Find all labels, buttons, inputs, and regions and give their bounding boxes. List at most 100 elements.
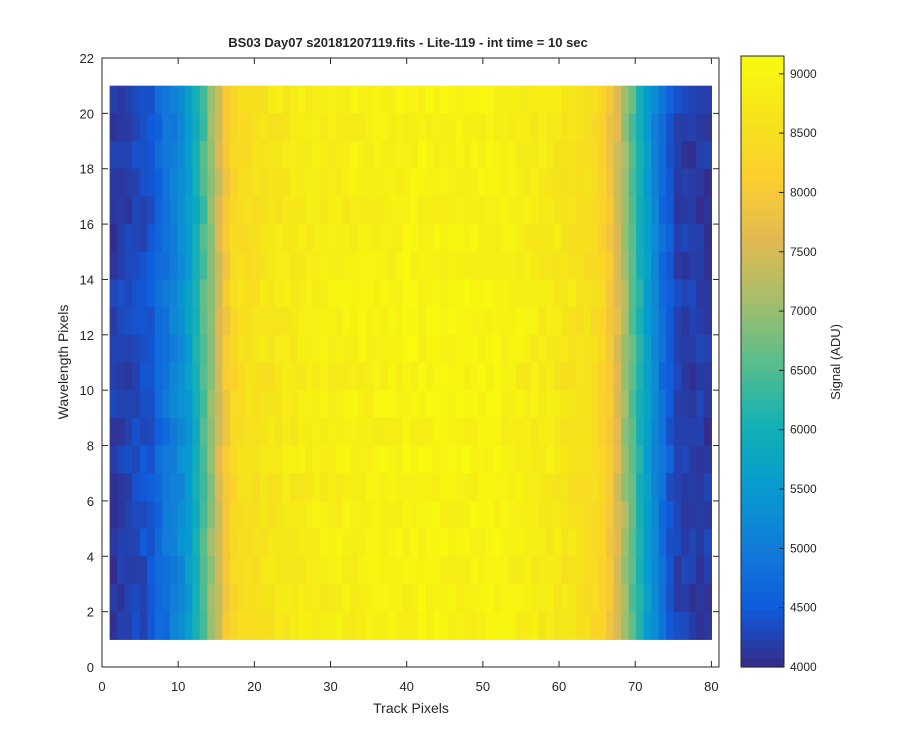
- heatmap-cell: [448, 362, 457, 391]
- colorbar-band: [741, 256, 784, 267]
- heatmap-cell: [666, 445, 675, 474]
- heatmap-cell: [433, 500, 442, 530]
- heatmap-cell: [493, 251, 502, 281]
- heatmap-cell: [493, 334, 502, 364]
- heatmap-cell: [643, 141, 652, 170]
- heatmap-cell: [448, 611, 457, 640]
- heatmap-cell: [267, 168, 276, 198]
- heatmap-cell: [237, 556, 246, 585]
- heatmap-cell: [651, 196, 660, 225]
- heatmap-cell: [455, 141, 464, 170]
- heatmap-cell: [500, 390, 509, 419]
- heatmap-cell: [523, 224, 532, 253]
- heatmap-cell: [651, 390, 660, 419]
- heatmap-cell: [530, 556, 539, 585]
- heatmap-cell: [455, 611, 464, 640]
- heatmap-cell: [162, 279, 171, 308]
- heatmap-cell: [229, 251, 239, 281]
- heatmap-cell: [508, 473, 517, 502]
- heatmap-cell: [448, 141, 457, 170]
- heatmap-cell: [470, 196, 479, 225]
- colorbar-band: [741, 504, 784, 515]
- colorbar-tick-label: 7000: [790, 304, 817, 318]
- heatmap-cell: [222, 445, 231, 474]
- heatmap-cell: [470, 500, 479, 530]
- heatmap-cell: [613, 113, 622, 142]
- heatmap-cell: [395, 362, 404, 391]
- heatmap-cell: [508, 141, 517, 170]
- colorbar-band: [741, 227, 784, 238]
- heatmap-cell: [237, 390, 246, 419]
- heatmap-cell: [583, 141, 592, 170]
- heatmap-cell: [425, 473, 434, 502]
- heatmap-cell: [372, 279, 382, 308]
- heatmap-cell: [117, 390, 126, 419]
- heatmap-cell: [117, 583, 126, 613]
- heatmap-cell: [267, 390, 276, 419]
- colorbar-band: [741, 456, 784, 468]
- heatmap-cell: [651, 307, 660, 336]
- heatmap-cell: [666, 196, 675, 225]
- heatmap-cell: [628, 390, 637, 419]
- heatmap-cell: [621, 445, 630, 474]
- heatmap-cell: [320, 417, 329, 447]
- heatmap-cell: [448, 556, 457, 585]
- heatmap-cell: [342, 196, 351, 225]
- heatmap-cell: [703, 334, 712, 364]
- heatmap-cell: [606, 85, 615, 114]
- heatmap-cell: [365, 417, 374, 447]
- heatmap-cell: [320, 224, 329, 253]
- heatmap-cell: [395, 556, 404, 585]
- heatmap-cell: [545, 141, 555, 170]
- heatmap-cell: [636, 251, 645, 281]
- heatmap-cell: [658, 583, 667, 613]
- heatmap-cell: [440, 279, 449, 308]
- heatmap-cell: [267, 445, 276, 474]
- heatmap-cell: [169, 168, 178, 198]
- heatmap-cell: [688, 196, 697, 225]
- heatmap-cell: [613, 251, 622, 281]
- heatmap-cell: [184, 500, 193, 530]
- heatmap-cell: [643, 390, 652, 419]
- heatmap-cell: [643, 307, 652, 336]
- heatmap-cell: [357, 279, 366, 308]
- y-tick-label: 8: [87, 439, 94, 454]
- heatmap-cell: [621, 85, 630, 114]
- heatmap-cell: [485, 113, 494, 142]
- colorbar-band: [741, 628, 784, 639]
- heatmap-cell: [643, 611, 652, 640]
- heatmap-cell: [500, 279, 509, 308]
- y-tick-label: 12: [80, 328, 94, 343]
- heatmap-cell: [658, 390, 667, 419]
- heatmap-cell: [530, 583, 539, 613]
- heatmap-cell: [139, 168, 148, 198]
- heatmap-cell: [538, 251, 547, 281]
- heatmap-cell: [147, 251, 156, 281]
- heatmap-cell: [395, 141, 404, 170]
- colorbar-band: [741, 447, 784, 458]
- heatmap-cell: [327, 113, 336, 142]
- heatmap-cell: [154, 251, 163, 281]
- heatmap-cell: [109, 279, 118, 308]
- heatmap-cell: [545, 307, 555, 336]
- heatmap-cell: [305, 224, 314, 253]
- heatmap-cell: [560, 168, 570, 198]
- heatmap-cell: [455, 556, 464, 585]
- heatmap-cell: [312, 279, 321, 308]
- heatmap-cell: [508, 556, 517, 585]
- heatmap-cell: [515, 334, 524, 364]
- heatmap-cell: [365, 196, 374, 225]
- heatmap-cell: [245, 251, 254, 281]
- heatmap-cell: [658, 168, 667, 198]
- heatmap-cell: [575, 307, 585, 336]
- heatmap-cell: [177, 417, 186, 447]
- heatmap-cell: [350, 307, 359, 336]
- heatmap-cell: [553, 334, 562, 364]
- heatmap-cell: [410, 168, 419, 198]
- heatmap-cell: [290, 334, 299, 364]
- heatmap-cell: [500, 583, 509, 613]
- heatmap-cell: [214, 362, 224, 391]
- heatmap-cell: [583, 85, 592, 114]
- heatmap-cell: [132, 224, 141, 253]
